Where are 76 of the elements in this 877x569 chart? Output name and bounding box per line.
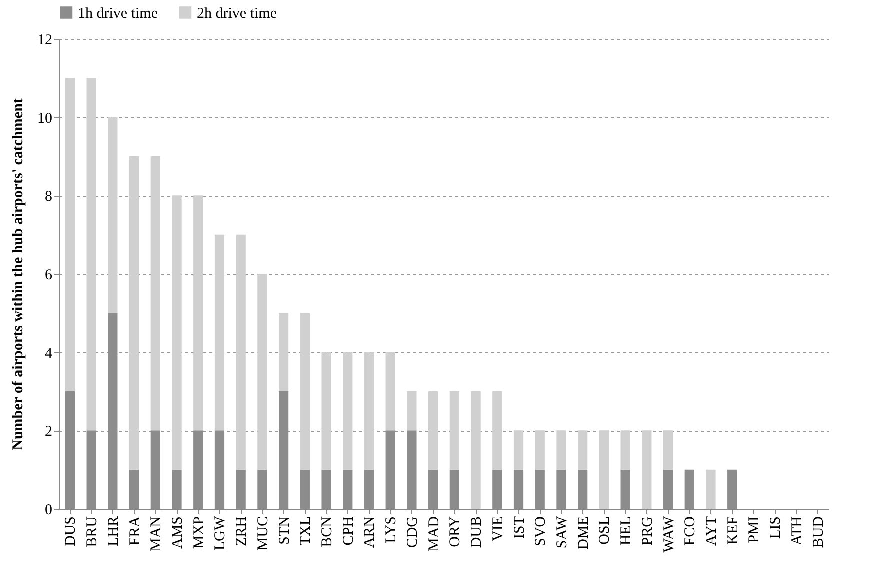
bar — [129, 156, 140, 470]
x-tick-label: OSL — [597, 516, 614, 545]
legend-label: 1h drive time — [78, 6, 158, 22]
bar — [65, 78, 76, 392]
x-tick-label: MAN — [148, 516, 165, 552]
x-tick-label: SVO — [533, 516, 550, 547]
x-tick-label: DUS — [63, 516, 80, 547]
x-tick-label: MXP — [191, 516, 208, 550]
x-tick-label: VIE — [490, 516, 506, 542]
y-tick-label: 8 — [45, 189, 52, 206]
bar — [108, 117, 118, 314]
x-tick-label: LHR — [106, 516, 122, 546]
x-tick-label: WAW — [661, 516, 678, 553]
x-tick-label: ZRH — [234, 516, 250, 546]
bar — [300, 313, 310, 470]
x-tick-label: FRA — [127, 516, 144, 546]
x-tick-label: LIS — [768, 516, 784, 539]
x-tick-label: LGW — [212, 516, 229, 551]
bar — [279, 313, 289, 392]
bar — [322, 352, 332, 470]
bar — [620, 430, 630, 470]
bar — [86, 78, 96, 431]
x-tick-label: BRU — [84, 516, 101, 548]
bar — [258, 274, 268, 470]
y-tick-label: 12 — [38, 32, 52, 48]
bar — [428, 392, 438, 470]
bar — [535, 430, 545, 470]
x-tick-label: HEL — [618, 516, 635, 546]
x-tick-label: ORY — [448, 516, 464, 548]
x-tick-label: LYS — [384, 516, 400, 544]
x-tick-label: DME — [576, 516, 592, 550]
y-tick-label: 10 — [38, 110, 52, 127]
x-tick-label: BCN — [320, 516, 336, 548]
bar — [663, 430, 674, 470]
x-tick-label: CDG — [404, 516, 421, 548]
bar — [450, 392, 460, 470]
y-tick-label: 2 — [45, 424, 52, 440]
y-axis-title: Number of airports within the hub airports' catchment — [10, 98, 26, 450]
bar — [194, 196, 204, 431]
bar — [514, 430, 524, 470]
bar — [492, 392, 502, 470]
x-tick-label: MUC — [255, 516, 272, 551]
bar — [214, 234, 225, 431]
y-tick-label: 4 — [45, 346, 53, 362]
x-tick-label: TXL — [298, 516, 314, 546]
legend-label: 2h drive time — [197, 6, 278, 22]
y-tick-label: 6 — [45, 268, 53, 284]
bar — [236, 234, 246, 470]
x-tick-label: STN — [276, 516, 293, 545]
bar — [364, 352, 374, 470]
x-tick-label: AYT — [704, 516, 720, 546]
x-tick-label: PMI — [746, 516, 763, 544]
x-tick-label: KEF — [725, 516, 742, 545]
x-tick-label: ATH — [789, 516, 806, 546]
x-tick-label: DUB — [469, 516, 486, 548]
bar — [471, 392, 481, 509]
bar — [706, 470, 716, 509]
x-tick-label: AMS — [170, 516, 186, 550]
bar — [578, 430, 588, 470]
bar — [642, 430, 652, 509]
bar — [343, 352, 353, 470]
bar — [386, 352, 396, 431]
bar — [599, 430, 609, 509]
bar — [150, 156, 160, 431]
bar — [556, 430, 566, 470]
bar — [407, 392, 417, 431]
x-tick-label: IST — [512, 516, 528, 539]
x-tick-label: ARN — [362, 516, 378, 548]
bar — [172, 196, 182, 470]
x-tick-label: PRG — [640, 516, 656, 546]
y-tick-label: 0 — [45, 502, 52, 518]
x-tick-label: CPH — [340, 516, 357, 546]
x-tick-label: FCO — [682, 516, 699, 546]
x-tick-label: BUD — [810, 516, 827, 548]
x-tick-label: SAW — [554, 516, 570, 549]
x-tick-label: MAD — [426, 516, 442, 552]
